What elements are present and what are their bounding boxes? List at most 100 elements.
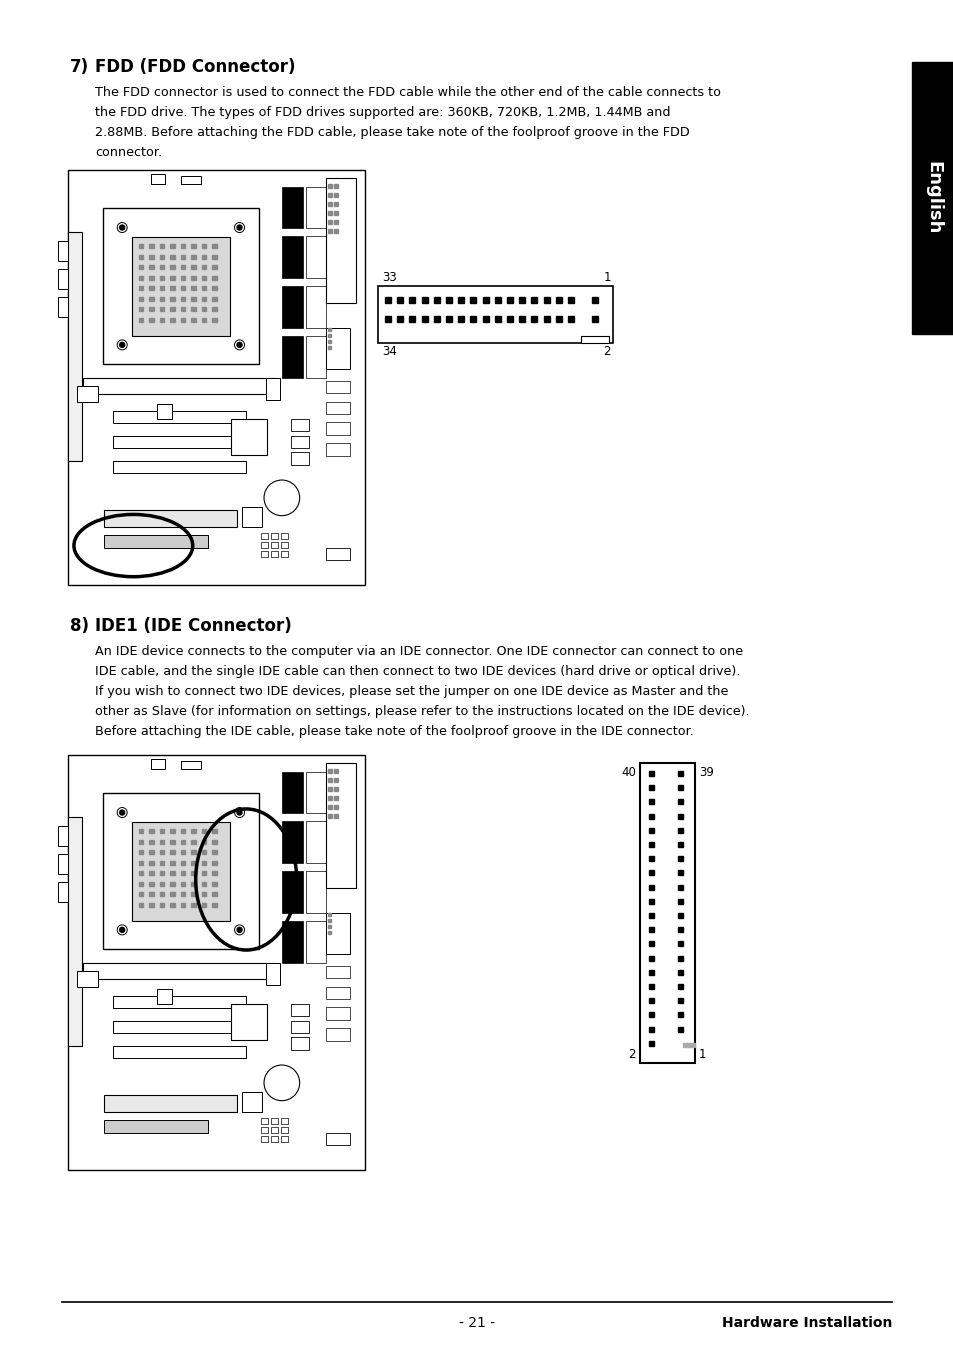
Bar: [678, 969, 682, 975]
Text: 34: 34: [381, 345, 396, 357]
Bar: [139, 307, 143, 311]
Circle shape: [234, 222, 244, 233]
Bar: [213, 244, 216, 248]
Bar: [457, 315, 464, 322]
Bar: [678, 856, 682, 861]
Bar: [160, 871, 164, 876]
Bar: [160, 276, 164, 280]
Bar: [271, 1127, 277, 1133]
Bar: [202, 871, 206, 876]
Bar: [446, 315, 452, 322]
Bar: [335, 211, 338, 215]
Bar: [648, 956, 654, 960]
Bar: [328, 333, 331, 337]
Bar: [495, 315, 500, 322]
Text: English: English: [923, 161, 941, 234]
Bar: [160, 881, 164, 886]
Bar: [328, 328, 331, 330]
Bar: [281, 772, 302, 814]
Bar: [242, 1091, 262, 1112]
Bar: [160, 255, 164, 259]
Bar: [281, 921, 302, 963]
Bar: [213, 255, 216, 259]
Bar: [409, 315, 415, 322]
Bar: [104, 510, 237, 527]
Bar: [202, 892, 206, 896]
Circle shape: [236, 343, 242, 348]
Circle shape: [119, 810, 125, 815]
Text: 2.88MB. Before attaching the FDD cable, please take note of the foolproof groove: 2.88MB. Before attaching the FDD cable, …: [95, 126, 689, 139]
Bar: [77, 971, 97, 987]
Circle shape: [236, 927, 242, 933]
Bar: [58, 298, 68, 317]
Bar: [202, 286, 206, 290]
Bar: [103, 793, 259, 949]
Text: 1: 1: [603, 271, 610, 284]
Bar: [648, 899, 654, 904]
Bar: [192, 255, 195, 259]
Circle shape: [119, 225, 125, 230]
Bar: [192, 892, 195, 896]
Bar: [648, 842, 654, 848]
Bar: [58, 241, 68, 261]
Bar: [567, 315, 574, 322]
Bar: [648, 785, 654, 791]
Bar: [678, 884, 682, 890]
Bar: [543, 315, 549, 322]
Bar: [409, 297, 415, 303]
Circle shape: [236, 225, 242, 230]
Bar: [160, 318, 164, 322]
Circle shape: [236, 810, 242, 815]
Bar: [271, 542, 277, 548]
Bar: [281, 336, 302, 378]
Bar: [202, 861, 206, 865]
Bar: [181, 903, 185, 907]
Bar: [181, 892, 185, 896]
Bar: [171, 276, 174, 280]
Bar: [648, 827, 654, 833]
Bar: [305, 187, 326, 227]
Bar: [648, 799, 654, 804]
Bar: [139, 286, 143, 290]
Bar: [434, 297, 439, 303]
Bar: [328, 184, 332, 188]
Bar: [678, 998, 682, 1003]
Bar: [543, 297, 549, 303]
Bar: [567, 297, 574, 303]
Bar: [58, 269, 68, 290]
Bar: [181, 297, 185, 301]
Bar: [326, 965, 350, 979]
Bar: [326, 1007, 350, 1020]
Bar: [556, 297, 561, 303]
Bar: [171, 318, 174, 322]
Bar: [83, 378, 275, 394]
Circle shape: [119, 343, 125, 348]
Bar: [328, 229, 332, 233]
Bar: [648, 1041, 654, 1045]
Bar: [139, 265, 143, 269]
Bar: [112, 436, 246, 448]
Bar: [139, 276, 143, 280]
Bar: [305, 871, 326, 913]
Bar: [326, 1133, 350, 1145]
Bar: [160, 307, 164, 311]
Bar: [160, 286, 164, 290]
Bar: [291, 452, 308, 464]
Bar: [648, 1026, 654, 1032]
Bar: [192, 307, 195, 311]
Bar: [112, 460, 246, 473]
Bar: [213, 286, 216, 290]
Bar: [328, 787, 332, 791]
Bar: [213, 903, 216, 907]
Bar: [261, 551, 268, 556]
Bar: [326, 402, 350, 414]
Bar: [171, 881, 174, 886]
Bar: [150, 297, 153, 301]
Bar: [592, 315, 598, 322]
Bar: [911, 62, 953, 334]
Bar: [482, 315, 488, 322]
Bar: [648, 927, 654, 932]
Bar: [682, 1043, 695, 1047]
Bar: [271, 1118, 277, 1124]
Bar: [181, 255, 185, 259]
